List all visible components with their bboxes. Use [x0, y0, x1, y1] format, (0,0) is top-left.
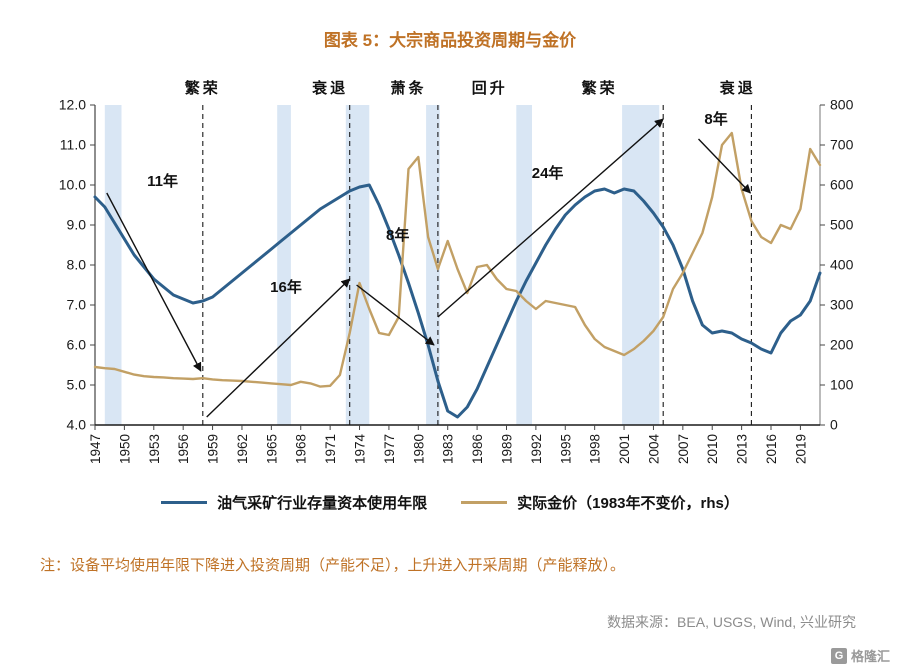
watermark: G 格隆汇 [830, 646, 890, 665]
duration-arrow [356, 284, 435, 346]
phase-label: 衰退 [719, 79, 756, 97]
cycle-band [277, 105, 291, 425]
x-axis-tick-label: 1998 [588, 434, 603, 464]
x-axis-tick-label: 1983 [441, 434, 456, 464]
x-axis-tick-label: 1947 [88, 434, 103, 464]
left-axis-tick-label: 9.0 [67, 217, 87, 233]
left-axis-tick-label: 5.0 [67, 377, 87, 393]
legend: 油气采矿行业存量资本使用年限 实际金价（1983年不变价，rhs） [0, 492, 900, 513]
phase-label: 回升 [472, 80, 508, 97]
duration-label: 11年 [147, 172, 178, 190]
phase-label: 萧条 [390, 79, 426, 97]
legend-swatch-gold [461, 501, 508, 504]
duration-label: 8年 [386, 226, 409, 244]
x-axis-tick-label: 1956 [176, 434, 191, 464]
x-axis-tick-label: 2004 [646, 434, 661, 465]
x-axis-tick-label: 2001 [617, 434, 632, 464]
x-axis-tick-label: 1974 [353, 434, 368, 465]
phase-label: 繁荣 [581, 79, 618, 97]
x-axis-tick-label: 1971 [323, 434, 338, 464]
cycle-band [622, 105, 660, 425]
data-source: 数据来源：BEA, USGS, Wind, 兴业研究 [607, 614, 856, 630]
duration-label: 24年 [532, 164, 564, 182]
capital-age-series-line [93, 183, 822, 419]
legend-item-blue: 油气采矿行业存量资本使用年限 [161, 492, 427, 513]
duration-arrow [437, 118, 664, 318]
watermark-text: 格隆汇 [850, 649, 890, 664]
left-axis-tick-label: 12.0 [59, 97, 86, 113]
right-axis-tick-label: 500 [830, 217, 854, 233]
chart-note: 注：设备平均使用年限下降进入投资周期（产能不足），上升进入开采周期（产能释放）。 [40, 557, 626, 574]
x-axis-tick-label: 1980 [411, 434, 426, 464]
legend-label-blue: 油气采矿行业存量资本使用年限 [217, 495, 428, 512]
phase-label: 繁荣 [184, 79, 221, 97]
x-axis-tick-label: 1995 [558, 434, 573, 464]
x-axis-tick-label: 1968 [294, 434, 309, 464]
x-axis-tick-label: 1977 [382, 434, 397, 464]
left-axis-tick-label: 11.0 [60, 137, 86, 153]
x-axis-tick-label: 1989 [499, 434, 514, 464]
x-axis-tick-label: 2019 [793, 434, 808, 464]
left-axis-tick-label: 7.0 [67, 297, 87, 313]
x-axis-tick-label: 1965 [264, 434, 279, 464]
x-axis-tick-label: 1950 [117, 434, 132, 464]
left-axis-tick-label: 4.0 [67, 417, 87, 433]
x-axis-tick-label: 1953 [147, 434, 162, 464]
watermark-logo-icon: G [830, 647, 847, 664]
duration-label: 16年 [270, 278, 302, 296]
right-axis-tick-label: 600 [830, 177, 854, 193]
right-axis-tick-label: 100 [830, 377, 854, 393]
x-axis-tick-label: 1962 [235, 434, 250, 464]
duration-label: 8年 [704, 110, 727, 128]
x-axis-tick-label: 2016 [764, 434, 779, 464]
cycle-band [104, 105, 122, 425]
chart-title: 图表 5：大宗商品投资周期与金价 [323, 31, 577, 50]
right-axis-tick-label: 0 [830, 417, 838, 433]
x-axis-tick-label: 2010 [705, 434, 720, 464]
right-axis-tick-label: 200 [830, 337, 854, 353]
x-axis-tick-label: 1992 [529, 434, 544, 464]
gold-price-series-line [93, 131, 822, 388]
x-axis-tick-label: 2013 [735, 434, 750, 464]
chart-canvas: 12.0 11.0 10.0 9.0 8.0 7.0 6.0 5.0 4.0 800 700 600 5… [59, 79, 854, 465]
right-axis-tick-label: 800 [830, 97, 854, 113]
left-axis-tick-label: 8.0 [67, 257, 87, 273]
left-axis-tick-label: 10.0 [59, 177, 86, 193]
right-axis-tick-label: 300 [830, 297, 854, 313]
legend-swatch-blue [161, 501, 208, 504]
left-axis-tick-label: 6.0 [67, 337, 87, 353]
legend-item-gold: 实际金价（1983年不变价，rhs） [461, 492, 739, 513]
cycle-band [516, 105, 532, 425]
right-axis-tick-label: 400 [830, 257, 854, 273]
x-axis-tick-label: 2007 [676, 434, 691, 464]
duration-arrow [697, 138, 752, 194]
right-axis-tick-label: 700 [830, 137, 854, 153]
x-axis-tick-label: 1959 [206, 434, 221, 464]
x-axis-tick-label: 1986 [470, 434, 485, 464]
legend-label-gold: 实际金价（1983年不变价，rhs） [517, 495, 739, 512]
duration-arrow [106, 192, 202, 372]
duration-arrow [206, 278, 351, 418]
phase-label: 衰退 [311, 79, 348, 97]
